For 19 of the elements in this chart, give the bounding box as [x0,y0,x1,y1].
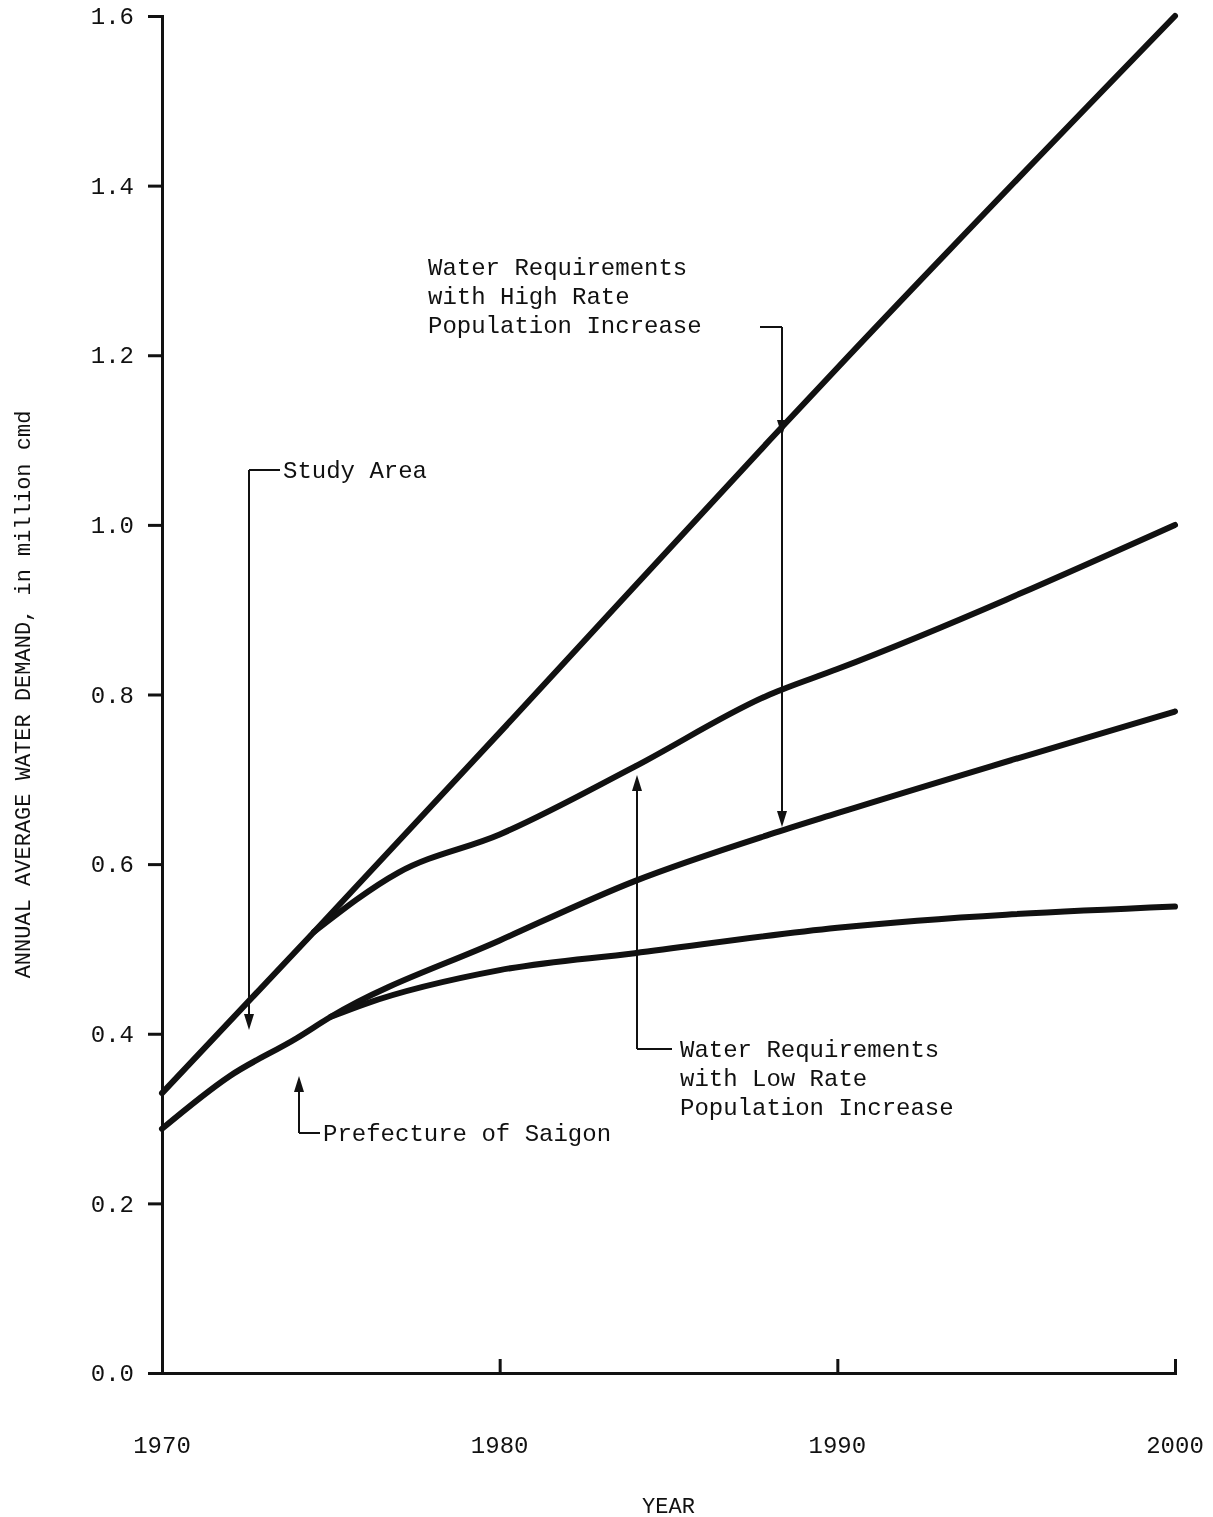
y-tick-label: 0.6 [90,852,134,880]
annotation: Water Requirements with Low Rate Population Increase [680,1037,954,1122]
annotation: Study Area [283,458,428,485]
annotation: Prefecture of Saigon [323,1121,612,1148]
annotation: Water Requirements with High Rate Population Increase [428,255,702,340]
y-tick-label: 1.2 [90,343,134,371]
x-tick-label: 1980 [470,1433,529,1460]
x-tick-label: 2000 [1146,1433,1204,1460]
x-axis-title: YEAR [642,1495,695,1517]
x-tick-label: 1990 [808,1433,867,1460]
y-tick-label: 0.2 [90,1191,134,1219]
y-tick-label: 1.0 [90,513,134,541]
y-tick-label: 1.6 [90,4,134,32]
y-axis-title: ANNUAL AVERAGE WATER DEMAND, in million cmd [12,410,37,979]
y-tick-label: 0.8 [90,682,134,710]
x-tick-label: 1970 [133,1433,191,1460]
y-tick-label: 0.0 [90,1361,134,1389]
y-tick-label: 1.4 [90,173,134,201]
y-tick-label: 0.4 [90,1021,134,1049]
